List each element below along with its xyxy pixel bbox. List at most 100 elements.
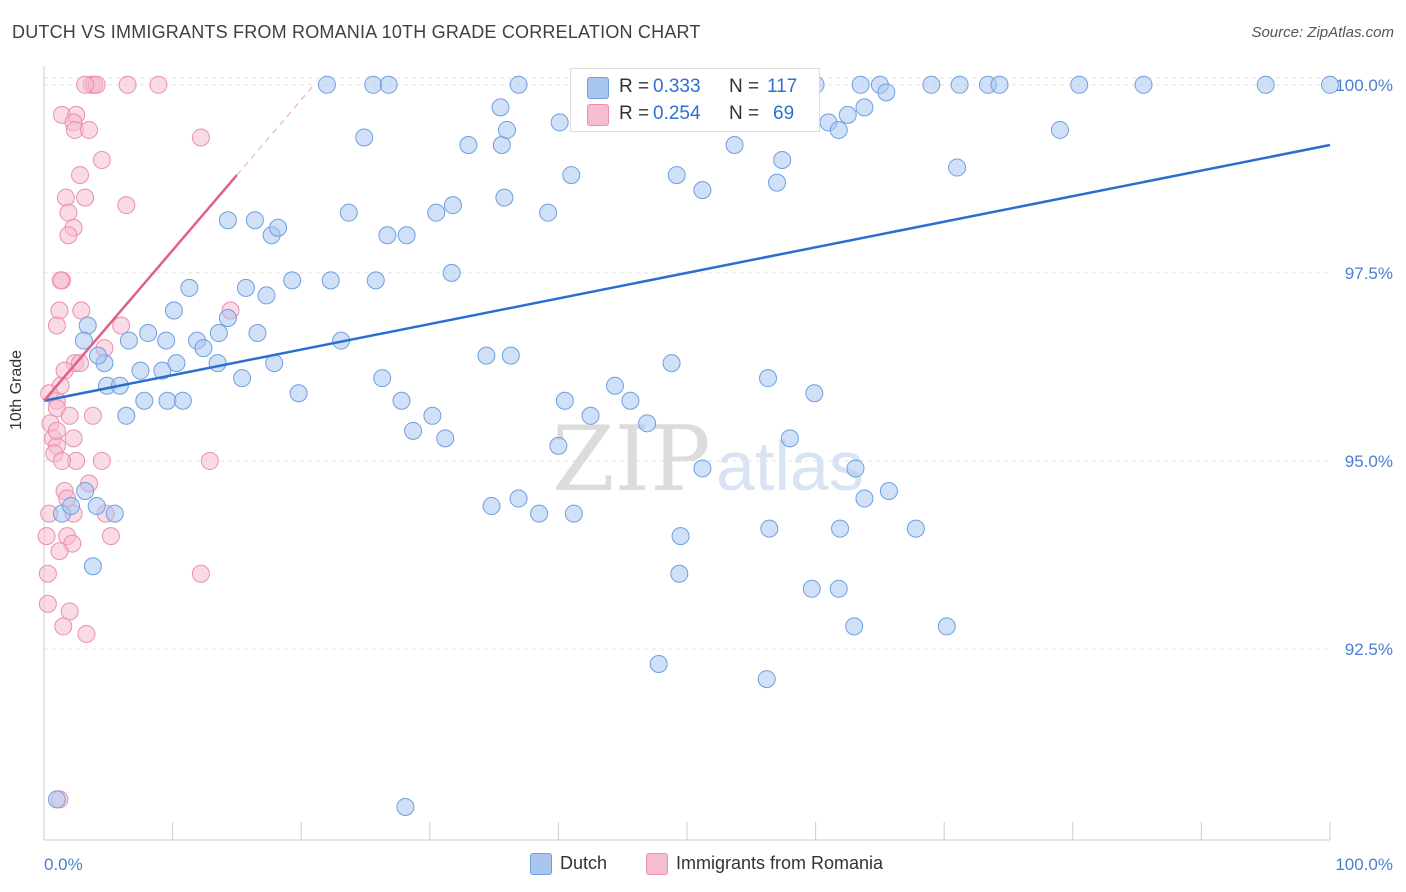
dutch-point (562, 166, 581, 185)
dutch-point (671, 527, 690, 546)
dutch-point (509, 489, 528, 508)
dutch-point (423, 406, 442, 425)
dutch-point (491, 98, 510, 117)
dutch-point (87, 497, 106, 516)
dutch-point (495, 188, 514, 207)
dutch-point (549, 436, 568, 455)
dutch-swatch (587, 77, 609, 99)
dutch-point (937, 617, 956, 636)
n-value: 69 (773, 103, 795, 124)
romania-point (200, 451, 219, 470)
dutch-trend-line (43, 143, 1331, 402)
dutch-point (605, 376, 624, 395)
romania-point (80, 120, 99, 139)
dutch-point (530, 504, 549, 523)
dutch-point (83, 557, 102, 576)
dutch-point (1321, 75, 1339, 94)
romania-point (117, 196, 136, 215)
dutch-point (780, 429, 799, 448)
dutch-point (667, 166, 686, 185)
dutch-point (269, 218, 288, 237)
dutch-point (218, 309, 237, 327)
dutch-point (581, 406, 600, 425)
romania-point (47, 316, 66, 335)
y-tick-label: 97.5% (1345, 264, 1393, 283)
dutch-point (838, 105, 857, 124)
dutch-point (78, 316, 97, 335)
romania-point (53, 451, 72, 470)
dutch-point (436, 429, 455, 448)
x-tick-label-min: 0.0% (44, 855, 83, 874)
romania-point (101, 527, 120, 546)
dutch-point (117, 406, 136, 425)
n-label: N = (729, 103, 760, 124)
dutch-point (662, 354, 681, 373)
dutch-point (501, 346, 520, 365)
dutch-point (851, 75, 870, 94)
dutch-point (404, 421, 423, 440)
dutch-point (443, 196, 462, 215)
dutch-point (208, 354, 227, 373)
dutch-point (139, 324, 158, 343)
dutch-point (379, 75, 398, 94)
dutch-legend-swatch (530, 853, 552, 875)
dutch-point (760, 519, 779, 538)
correlation-legend: R = 0.333 N = 117 R = 0.254 N = 69 (570, 68, 820, 132)
dutch-point (397, 226, 416, 245)
dutch-point (233, 369, 252, 388)
romania-point (51, 271, 70, 290)
dutch-point (321, 271, 340, 290)
dutch-point (135, 391, 154, 410)
romania-point (118, 75, 137, 94)
legend-label-dutch: Dutch (560, 853, 608, 873)
dutch-point (725, 135, 744, 154)
dutch-point (62, 497, 81, 516)
dutch-point (373, 369, 392, 388)
dutch-point (366, 271, 385, 290)
dutch-point (805, 384, 824, 403)
romania-point (76, 75, 95, 94)
dutch-point (131, 361, 150, 380)
romania-point (191, 564, 210, 583)
romania-legend-swatch (646, 853, 668, 875)
n-value: 117 (767, 76, 798, 97)
romania-point (47, 421, 66, 440)
dutch-point (831, 519, 850, 538)
dutch-point (153, 361, 172, 380)
romania-trend-extension (236, 84, 315, 176)
y-tick-label: 95.0% (1345, 452, 1393, 471)
romania-point (60, 406, 79, 425)
dutch-point (492, 135, 511, 154)
romania-point (112, 316, 131, 335)
dutch-point (289, 384, 308, 403)
romania-point (92, 151, 111, 170)
dutch-point (164, 301, 183, 320)
dutch-point (74, 331, 93, 350)
dutch-point (119, 331, 138, 350)
dutch-point (855, 98, 874, 117)
romania-point (64, 429, 83, 448)
romania-point (50, 542, 69, 561)
dutch-point (1134, 75, 1153, 94)
dutch-point (555, 391, 574, 410)
dutch-point (396, 797, 415, 816)
dutch-point (317, 75, 336, 94)
n-label: N = (729, 76, 760, 97)
r-label: R = (619, 76, 650, 97)
dutch-point (248, 324, 267, 343)
romania-point (37, 527, 56, 546)
dutch-point (846, 459, 865, 478)
r-value: 0.254 (653, 103, 701, 124)
dutch-point (257, 286, 276, 305)
dutch-point (564, 504, 583, 523)
dutch-point (670, 564, 689, 583)
dutch-point (879, 482, 898, 501)
tick-labels: 92.5% 95.0% 97.5% 100.0% 0.0% 100.0% (44, 76, 1393, 874)
dutch-point (442, 263, 461, 282)
watermark-zip: ZIP (552, 407, 711, 512)
romania-points (37, 75, 240, 809)
dutch-point (539, 203, 558, 222)
dutch-point (829, 120, 848, 139)
dutch-point (922, 75, 941, 94)
